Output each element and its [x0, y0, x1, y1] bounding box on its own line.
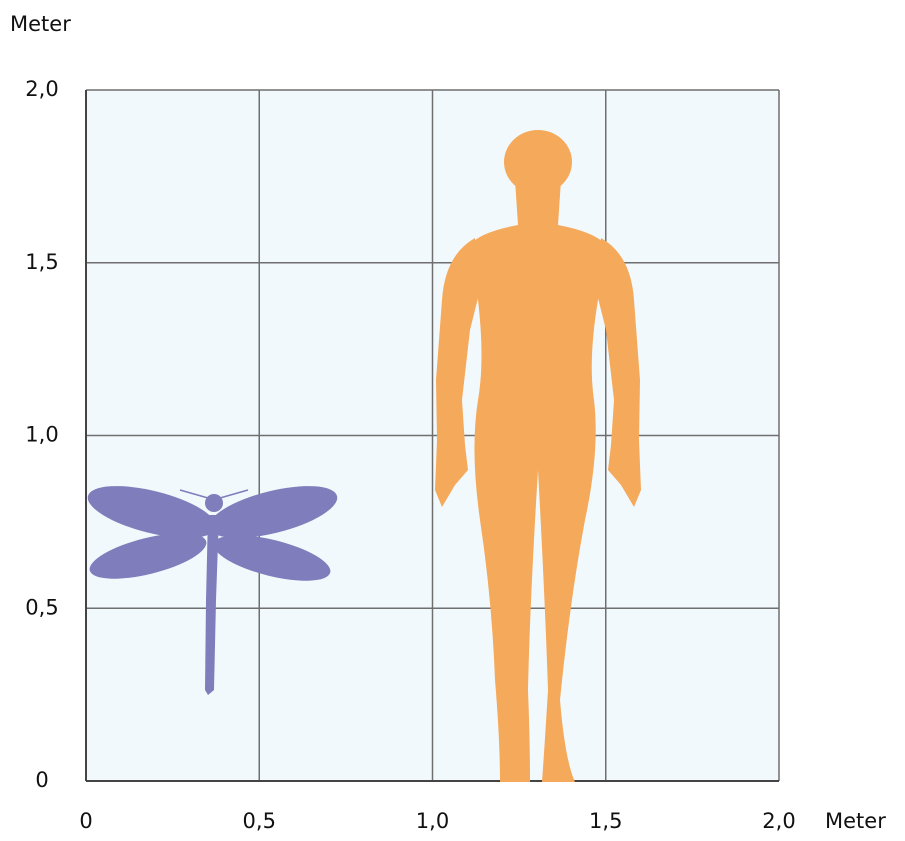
x-tick-label: 2,0: [762, 809, 795, 833]
x-axis-title: Meter: [825, 809, 886, 833]
y-tick-label: 1,0: [25, 423, 58, 447]
x-tick-label: 1,5: [589, 809, 622, 833]
x-tick-label: 0: [79, 809, 92, 833]
x-tick-label: 0,5: [243, 809, 276, 833]
y-tick-label: 1,5: [25, 250, 58, 274]
y-tick-label: 0: [35, 768, 48, 792]
y-tick-label: 2,0: [25, 77, 58, 101]
human: [435, 130, 641, 782]
x-tick-label: 1,0: [416, 809, 449, 833]
dragonfly: [87, 486, 338, 695]
y-axis-title: Meter: [10, 12, 71, 36]
y-tick-label: 0,5: [25, 595, 58, 619]
